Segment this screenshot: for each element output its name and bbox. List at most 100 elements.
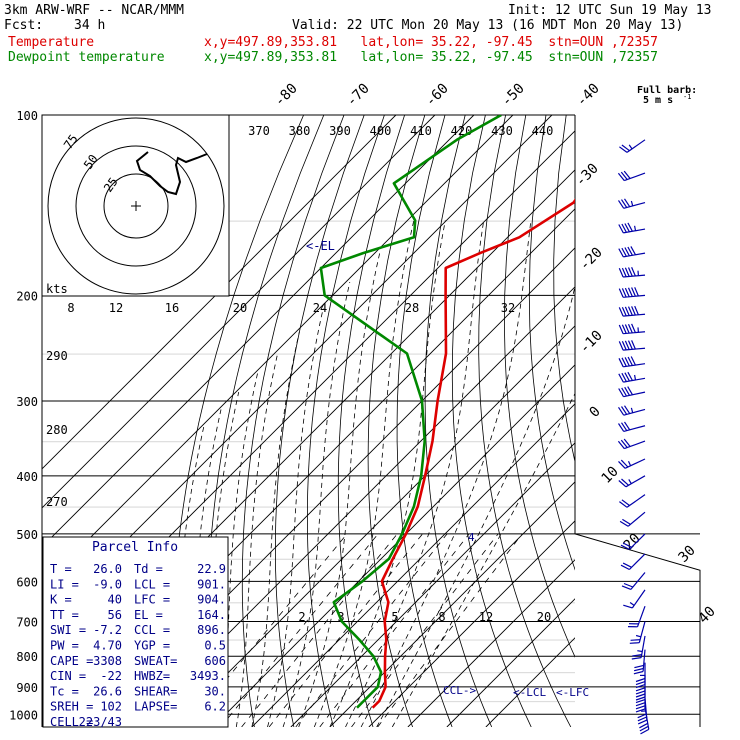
pressure-label-300: 300 — [16, 395, 38, 409]
isotherm-label--10: -10 — [577, 328, 606, 357]
temperature-legend-label: Temperature — [8, 35, 95, 50]
wind-barb-feather — [627, 306, 633, 316]
upper-mixing-ratio-labels: 8 12 16 20 24 28 32 — [67, 301, 515, 315]
parcel-key-a-9: SREH = — [50, 700, 93, 714]
wind-barb-feather — [624, 247, 630, 257]
isobar-band-650 — [42, 602, 575, 604]
isotherm--120 — [42, 115, 397, 470]
isotherm-label--60: -60 — [423, 81, 452, 110]
isobar-band-450 — [42, 506, 575, 508]
wind-barb-feather — [621, 499, 630, 506]
wind-barb-feather — [619, 501, 628, 508]
parcel-val-b-7: 3493. — [190, 669, 226, 683]
wind-barb-feather — [623, 582, 634, 588]
parcel-val-b-4: 896. — [197, 623, 226, 637]
barb-key-line1: Full barb: — [637, 85, 697, 96]
wind-barb-feather — [639, 722, 649, 729]
isotherm--20 — [173, 325, 575, 727]
wind-barb-feather — [624, 372, 630, 382]
wind-barb-staff — [623, 377, 646, 383]
wind-barb-feather — [635, 702, 646, 707]
parcel-key-b-3: EL = — [134, 608, 163, 622]
hodograph-label-75: 75 — [61, 132, 81, 152]
wind-barb-half-feather — [630, 200, 634, 207]
forecast-hour: 34 h — [74, 18, 106, 33]
wind-barb-feather — [621, 306, 627, 317]
theta-label-440: 440 — [532, 124, 554, 138]
wind-barb-feather — [635, 684, 646, 689]
wind-barb-feather — [627, 267, 633, 277]
wind-barb-staff — [624, 440, 646, 450]
wind-barb-6 — [618, 287, 646, 298]
wind-barb-feather — [624, 340, 630, 350]
wind-barb-feather — [631, 267, 636, 277]
upper-mr-label-12: 12 — [109, 301, 123, 315]
wind-barb-16 — [618, 458, 646, 469]
wind-barb-feather — [634, 664, 644, 669]
wind-barb-staff — [623, 294, 646, 298]
parcel-key-a-8: Tc = — [50, 684, 79, 698]
hodograph-units: kts — [46, 282, 68, 296]
forecast-label: Fcst: — [4, 18, 44, 33]
level-markers: <-EL CCL-> <-LCL <-LFC 4 — [306, 239, 589, 699]
wind-barb-feather — [621, 387, 628, 397]
wind-barb-23 — [623, 589, 646, 609]
wind-barb-11 — [618, 371, 646, 383]
parcel-key-b-0: Td = — [134, 562, 163, 576]
pressure-label-400: 400 — [16, 470, 38, 484]
wind-barb-feather — [635, 708, 646, 713]
wind-barb-feather — [629, 642, 640, 644]
wind-barb-feather — [630, 356, 636, 366]
wind-barb-feather — [620, 406, 628, 415]
wind-barb-staff — [628, 553, 646, 570]
upper-mr-label-32: 32 — [501, 301, 515, 315]
wind-barb-feather — [621, 324, 627, 334]
parcel-val-a-1: -9.0 — [93, 577, 122, 591]
wind-barb-17 — [618, 475, 646, 488]
parcel-val-b-9: 6.2 — [204, 700, 226, 714]
parcel-val-a-7: -22 — [100, 669, 122, 683]
ccl-marker: CCL-> — [443, 684, 476, 697]
wind-barb-staff — [624, 172, 646, 182]
wind-barb-4 — [618, 246, 646, 258]
model-title: 3km ARW-WRF -- NCAR/MMM — [4, 3, 185, 18]
wind-barb-feather — [618, 373, 624, 383]
parcel-val-a-8: 26.6 — [93, 684, 122, 698]
isobar-band-250 — [42, 353, 575, 355]
wind-barb-feather — [631, 657, 642, 660]
parcel-val-a-6: 3308 — [93, 654, 122, 668]
moist-adiabat--4 — [235, 353, 278, 727]
wind-barb-feather — [635, 681, 646, 686]
wind-barb-feather — [621, 585, 632, 590]
mixing-ratio-label-5: 5 — [391, 610, 398, 624]
wind-barb-12 — [618, 386, 646, 398]
wind-barb-staff — [626, 494, 646, 508]
dry-adiabat-label-280: 280 — [46, 423, 68, 437]
wind-barb-feather — [627, 356, 633, 366]
wind-barb-feather — [623, 170, 631, 179]
wind-barb-15 — [617, 438, 646, 450]
wind-barb-staff — [644, 707, 650, 730]
parcel-val-a-3: 56 — [108, 608, 122, 622]
mixing-ratio-2 — [220, 533, 379, 727]
upper-mr-label-16: 16 — [165, 301, 179, 315]
wind-barb-24 — [627, 605, 646, 628]
wind-barb-staff — [636, 605, 646, 628]
wind-barb-feather — [631, 306, 636, 316]
parcel-val-a-4: -7.2 — [93, 623, 122, 637]
wind-barb-26 — [631, 635, 646, 660]
wind-barb-19 — [619, 511, 646, 527]
wind-barb-feather — [617, 406, 625, 416]
hodograph: 75 50 25 kts — [41, 114, 230, 297]
parcel-val-a-10: 223/43 — [79, 715, 122, 729]
wind-barb-feather — [627, 340, 633, 350]
wind-barb-feather — [618, 388, 625, 398]
small-mark: 4 — [468, 531, 475, 544]
wind-barb-feather — [634, 305, 639, 316]
theta-label-380: 380 — [289, 124, 311, 138]
dry-adiabat-340 — [451, 115, 532, 727]
parcel-key-b-7: HWBZ= — [134, 669, 170, 683]
wind-barb-18 — [619, 494, 646, 508]
parcel-info-background — [42, 536, 229, 728]
lcl-marker: <-LCL — [513, 686, 546, 699]
